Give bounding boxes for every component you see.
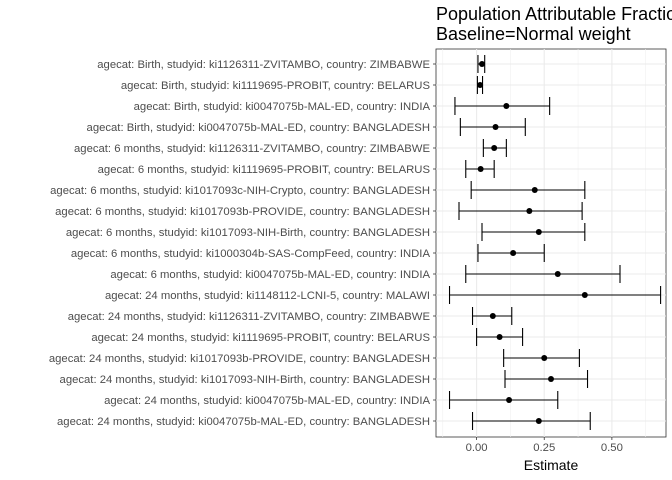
x-tick-label: 0.50 [601,442,623,454]
estimate-point [489,313,496,319]
estimate-point [479,61,485,67]
x-axis-label: Estimate [524,457,579,473]
x-tick-label: 0.25 [533,442,555,454]
y-tick-label: agecat: 6 months, studyid: ki1000304b-SA… [71,248,431,260]
y-tick-label: agecat: 6 months, studyid: ki1017093b-PR… [55,206,430,218]
y-tick-label: agecat: 24 months, studyid: ki1126311-ZV… [68,311,431,323]
y-tick-label: agecat: Birth, studyid: ki1119695-PROBIT… [121,80,431,92]
estimate-point [535,418,542,424]
estimate-point [531,187,538,193]
y-tick-label: agecat: 24 months, studyid: ki1148112-LC… [105,290,430,302]
estimate-point [581,292,588,298]
y-tick-label: agecat: 6 months, studyid: ki1017093c-NI… [50,185,430,197]
estimate-point [503,103,510,109]
y-tick-label: agecat: Birth, studyid: ki0047075b-MAL-E… [87,122,430,134]
y-tick-label: agecat: 6 months, studyid: ki1126311-ZVI… [74,143,430,155]
chart-subtitle: Baseline=Normal weight [436,24,631,44]
estimate-point [541,355,548,361]
estimate-point [535,229,542,235]
chart-title: Population Attributable Fractio [436,4,672,24]
estimate-point [477,166,484,172]
y-tick-label: agecat: 24 months, studyid: ki1017093-NI… [60,374,430,386]
y-tick-label: agecat: 24 months, studyid: ki0047075b-M… [104,395,430,407]
estimate-point [496,334,503,340]
estimate-point [477,82,484,88]
x-tick-label: 0.00 [466,442,488,454]
y-tick-label: agecat: Birth, studyid: ki1126311-ZVITAM… [97,59,430,71]
y-tick-label: agecat: 6 months, studyid: ki0047075b-MA… [110,269,430,281]
y-tick-label: agecat: Birth, studyid: ki0047075b-MAL-E… [134,101,431,113]
estimate-point [506,397,513,403]
estimate-point [554,271,561,277]
y-tick-label: agecat: 24 months, studyid: ki1119695-PR… [91,332,430,344]
estimate-point [510,250,517,256]
plot-panel [435,48,667,438]
estimate-point [548,376,554,382]
y-tick-label: agecat: 24 months, studyid: ki1017093b-P… [49,353,430,365]
y-tick-label: agecat: 6 months, studyid: ki1017093-NIH… [66,227,430,239]
estimate-point [491,145,498,151]
y-tick-label: agecat: 24 months, studyid: ki0047075b-M… [57,416,430,428]
estimate-point [492,124,499,130]
y-tick-label: agecat: 6 months, studyid: ki1119695-PRO… [98,164,431,176]
estimate-point [526,208,533,214]
